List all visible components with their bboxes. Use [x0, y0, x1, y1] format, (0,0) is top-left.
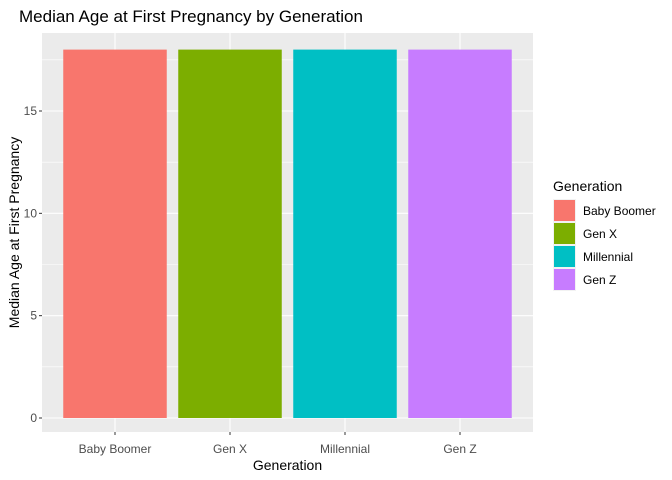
x-axis-title: Generation — [253, 457, 322, 473]
legend-title: Generation — [553, 178, 622, 194]
chart-title: Median Age at First Pregnancy by Generat… — [19, 7, 363, 26]
y-axis-title: Median Age at First Pregnancy — [6, 137, 22, 328]
bar-gen-x — [178, 49, 282, 418]
y-tick-label: 10 — [24, 206, 38, 220]
bars — [63, 49, 512, 418]
y-tick-label: 0 — [30, 411, 37, 425]
bar-gen-z — [408, 49, 512, 418]
legend-swatch — [554, 200, 575, 221]
y-tick-label: 15 — [24, 104, 38, 118]
legend-label: Millennial — [583, 250, 633, 264]
x-tick-label: Gen X — [213, 442, 247, 456]
y-tick-label: 5 — [30, 309, 37, 323]
legend-label: Baby Boomer — [583, 204, 656, 218]
legend-swatch — [554, 269, 575, 290]
x-axis: Baby Boomer Gen X Millennial Gen Z — [79, 432, 477, 456]
x-tick-label: Baby Boomer — [79, 442, 152, 456]
bar-baby-boomer — [63, 49, 167, 418]
legend-label: Gen Z — [583, 273, 616, 287]
legend: Generation Baby Boomer Gen X Millennial Gen… — [553, 178, 656, 291]
bar-millennial — [293, 49, 397, 418]
y-axis: 0 5 10 15 — [24, 104, 42, 425]
legend-swatch — [554, 223, 575, 244]
x-tick-label: Millennial — [320, 442, 370, 456]
x-tick-label: Gen Z — [443, 442, 476, 456]
legend-label: Gen X — [583, 227, 617, 241]
legend-swatch — [554, 246, 575, 267]
